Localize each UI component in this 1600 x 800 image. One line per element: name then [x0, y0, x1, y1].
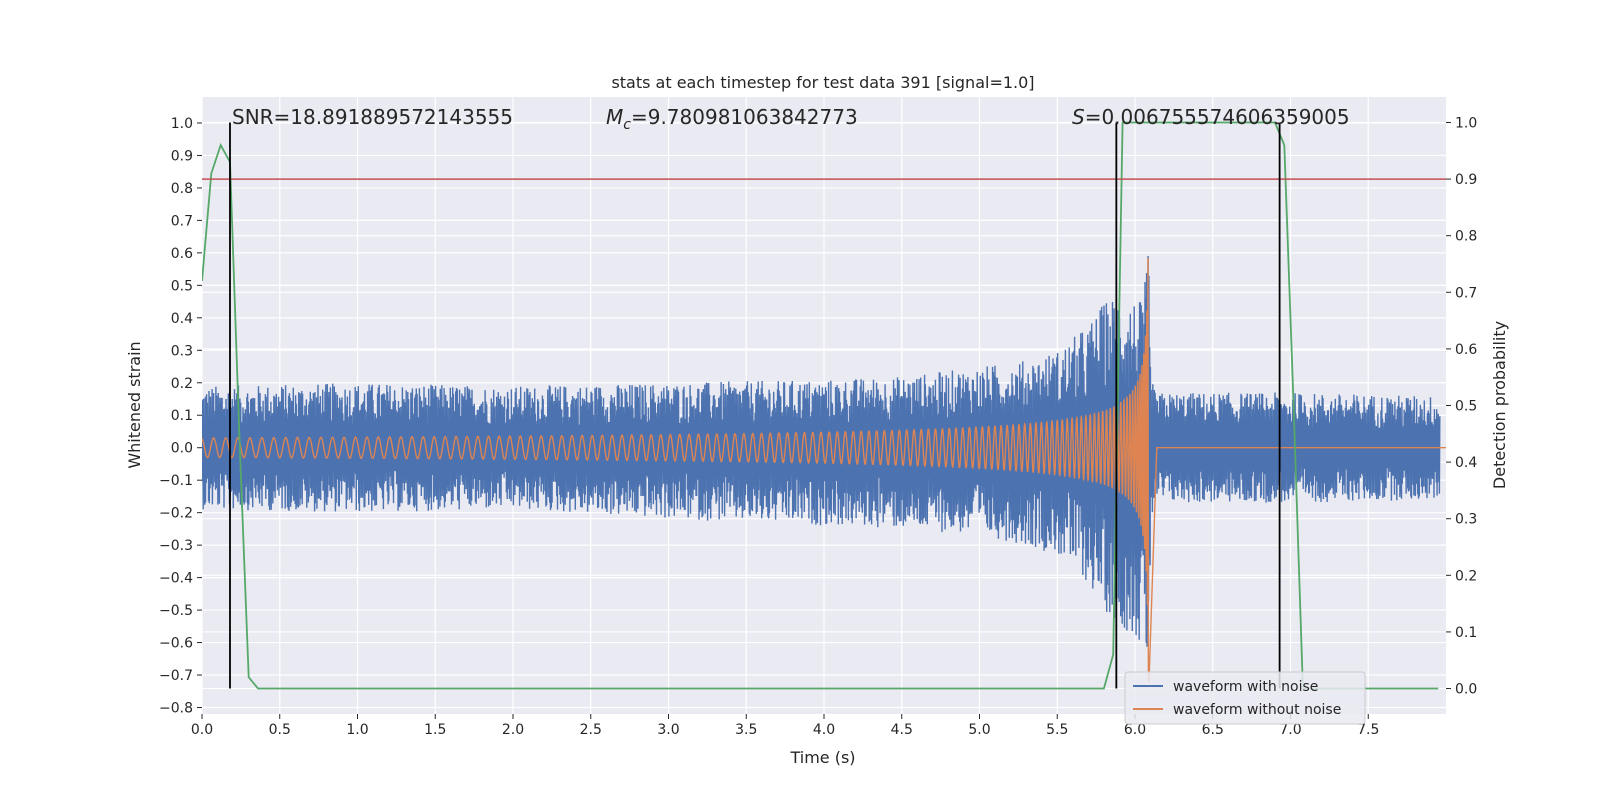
x-tick-label: 6.5 — [1202, 722, 1224, 738]
y-right-tick-label: 0.1 — [1455, 625, 1477, 641]
x-tick-label: 3.0 — [657, 722, 679, 738]
series-line-clean-waveform — [202, 257, 1446, 683]
x-tick-label: 7.0 — [1279, 722, 1301, 738]
x-tick-label: 2.5 — [580, 722, 602, 738]
x-tick-label: 2.0 — [502, 722, 524, 738]
series-line-noisy-waveform — [202, 255, 1441, 647]
s-symbol: S — [1072, 105, 1085, 129]
y-right-tick-label: 0.4 — [1455, 455, 1477, 471]
series-line-detection-probability — [202, 121, 1439, 690]
y-right-tick-label: 0.9 — [1455, 172, 1477, 188]
x-tick-label: 0.0 — [191, 722, 213, 738]
y-axis-right-label: Detection probability — [1490, 321, 1509, 489]
x-tick-label: 7.5 — [1357, 722, 1379, 738]
x-tick-label: 5.0 — [968, 722, 990, 738]
y-tick-label: 1.0 — [171, 116, 193, 132]
y-tick-label: 0.2 — [171, 376, 193, 392]
y-tick-label: 0.7 — [171, 213, 193, 229]
y-right-tick-label: 0.3 — [1455, 512, 1477, 528]
chirp-mass-subscript: c — [623, 117, 631, 133]
y-right-tick-label: 0.2 — [1455, 568, 1477, 584]
y-tick-label: −0.7 — [159, 668, 193, 684]
snr-annotation: SNR=18.891889572143555 — [232, 105, 513, 129]
y-tick-label: 0.1 — [171, 408, 193, 424]
reference-lines — [202, 122, 1446, 689]
y-right-tick-label: 1.0 — [1455, 115, 1477, 131]
y-tick-label: −0.1 — [159, 473, 193, 489]
y-right-tick-label: 0.8 — [1455, 229, 1477, 245]
legend: waveform with noise waveform without noi… — [1124, 671, 1366, 725]
chirp-mass-symbol: M — [606, 105, 623, 129]
y-tick-label: 0.9 — [171, 148, 193, 164]
axes: 0.0 0.5 1.0 1.5 2.0 2.5 3.0 3.5 4.0 4.5 5.0 5.5 6.0 6… — [159, 115, 1477, 738]
y-tick-label: −0.4 — [159, 571, 193, 587]
y-tick-label: 0.6 — [171, 246, 193, 262]
y-tick-label: −0.3 — [159, 538, 193, 554]
y-tick-label: 0.0 — [171, 441, 193, 457]
chart-title: stats at each timestep for test data 391… — [611, 73, 1034, 92]
y-right-tick-label: 0.0 — [1455, 682, 1477, 698]
chirp-mass-annotation: Mc=9.780981063842773 — [606, 105, 858, 133]
y-tick-label: 0.5 — [171, 278, 193, 294]
y-tick-label: 0.8 — [171, 181, 193, 197]
y-tick-label: −0.6 — [159, 636, 193, 652]
legend-box — [1124, 671, 1366, 725]
chirp-mass-value: =9.780981063842773 — [631, 105, 858, 129]
x-tick-label: 4.0 — [813, 722, 835, 738]
x-tick-label: 5.5 — [1046, 722, 1068, 738]
legend-label-noise: waveform with noise — [1173, 679, 1318, 695]
x-tick-label: 0.5 — [269, 722, 291, 738]
x-tick-label: 1.0 — [346, 722, 368, 738]
s-value: =0.006755574606359005 — [1085, 105, 1350, 129]
x-tick-label: 1.5 — [424, 722, 446, 738]
y-tick-label: −0.8 — [159, 701, 193, 717]
y-axis-label: Whitened strain — [125, 341, 144, 468]
y-right-tick-label: 0.5 — [1455, 399, 1477, 415]
y-right-tick-label: 0.6 — [1455, 342, 1477, 358]
x-tick-label: 6.0 — [1124, 722, 1146, 738]
x-tick-label: 3.5 — [735, 722, 757, 738]
s-annotation: S=0.006755574606359005 — [1072, 105, 1350, 129]
y-tick-label: 0.3 — [171, 343, 193, 359]
y-tick-label: −0.2 — [159, 506, 193, 522]
legend-label-clean: waveform without noise — [1173, 702, 1341, 718]
series-layer — [202, 121, 1446, 690]
x-axis-label: Time (s) — [789, 748, 855, 767]
y-tick-label: −0.5 — [159, 603, 193, 619]
y-right-tick-label: 0.7 — [1455, 285, 1477, 301]
y-tick-label: 0.4 — [171, 311, 193, 327]
x-tick-label: 4.5 — [891, 722, 913, 738]
